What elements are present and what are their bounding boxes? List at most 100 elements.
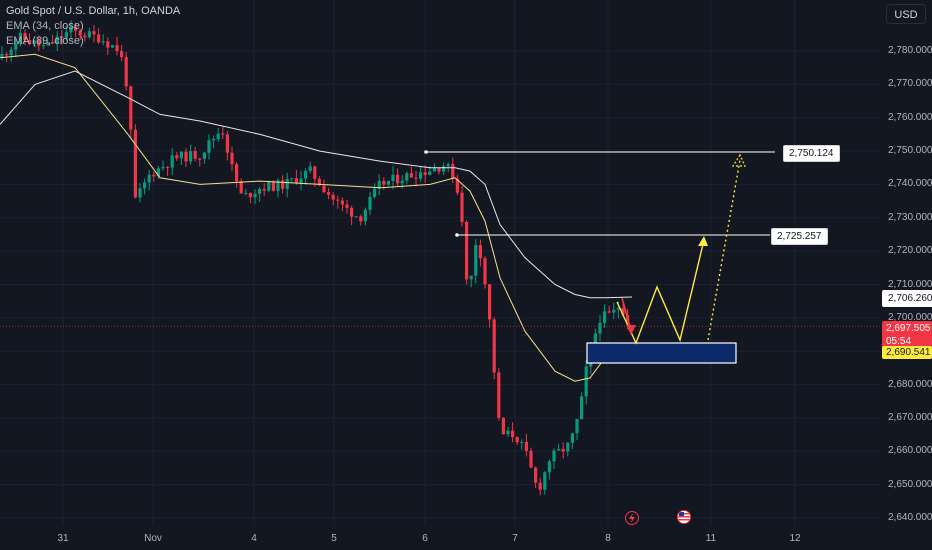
candle-body (267, 182, 271, 191)
candle-body (299, 178, 303, 184)
us-flag-icon[interactable] (677, 510, 691, 524)
candle-body (621, 308, 625, 315)
candle-body (248, 192, 252, 198)
ema89-line (0, 70, 633, 299)
candle-body (345, 204, 349, 208)
candle-body (359, 216, 363, 222)
candle-body (501, 417, 505, 435)
candle-body (124, 57, 128, 87)
price-tick-label: 2,660.000 (888, 445, 932, 457)
candle-body (253, 193, 257, 198)
time-tick-label: 7 (512, 533, 518, 544)
candle-body (497, 372, 501, 418)
candle-body (423, 172, 427, 175)
candle-body (87, 31, 91, 38)
price-tick-label: 2,640.000 (888, 512, 932, 523)
candle-body (598, 322, 602, 334)
price-axis[interactable] (880, 0, 932, 550)
candle-body (547, 461, 551, 473)
candle-body (244, 192, 248, 194)
candle-body (308, 166, 312, 171)
candle-body (74, 27, 78, 31)
candle-body (5, 54, 9, 56)
grid-lines (0, 0, 880, 525)
candle-body (373, 188, 377, 197)
level-2750-label[interactable]: 2,750.124 (783, 145, 840, 162)
candle-body (143, 182, 147, 189)
candle-body (520, 441, 524, 443)
candle-body (28, 40, 32, 45)
candle-body (18, 32, 22, 44)
candle-body (313, 166, 317, 179)
candle-body (455, 178, 459, 193)
candle-body (386, 180, 390, 185)
candle-body (193, 151, 197, 159)
candle-body (561, 449, 565, 452)
time-axis[interactable] (0, 525, 880, 550)
candle-body (110, 45, 114, 48)
candle-body (184, 151, 188, 162)
candle-body (170, 155, 174, 168)
candle-body (437, 168, 441, 172)
candle-body (97, 34, 101, 43)
time-tick-label: 11 (705, 533, 717, 544)
candle-body (46, 42, 50, 46)
candle-body (524, 441, 528, 451)
candle-body (511, 430, 515, 438)
level-2725-label[interactable]: 2,725.257 (771, 228, 828, 245)
candle-body (405, 173, 409, 181)
ema89-legend[interactable]: EMA (89, close) (6, 35, 84, 47)
price-tick-label: 2,710.000 (888, 278, 932, 290)
candle-body (474, 245, 478, 276)
level-2725-line[interactable] (455, 233, 770, 237)
candle-body (377, 180, 381, 189)
candle-body (584, 366, 588, 397)
symbol-legend[interactable]: Gold Spot / U.S. Dollar, 1h, OANDA (6, 5, 181, 17)
candle-body (271, 182, 275, 191)
price-tick-label: 2,670.000 (888, 411, 932, 423)
candle-body (9, 49, 13, 56)
red-arrowhead (626, 325, 636, 335)
level-2750-line[interactable] (424, 150, 775, 154)
candle-body (69, 27, 73, 33)
candle-body (129, 86, 133, 130)
candle-body (478, 245, 482, 259)
candle-body (138, 188, 142, 198)
projection-dotted-arrowhead (731, 153, 746, 167)
candle-body (51, 42, 55, 44)
candle-body (225, 134, 229, 153)
candle-body (212, 139, 216, 141)
candle-body (239, 181, 243, 194)
candle-body (593, 333, 597, 345)
candle-body (414, 177, 418, 179)
candle-body (409, 173, 413, 178)
candle-body (14, 43, 18, 50)
time-tick-label: 6 (422, 533, 428, 544)
candle-body (101, 41, 105, 43)
candle-body (488, 284, 492, 320)
candle-body (175, 155, 179, 159)
candle-body (483, 258, 487, 285)
candle-body (575, 419, 579, 434)
ema89-value-label: 2,706.260 (882, 290, 932, 307)
price-chart[interactable] (0, 0, 880, 525)
price-tick-label: 2,650.000 (888, 478, 932, 490)
demand-zone-box[interactable] (586, 342, 737, 364)
candle-body (428, 171, 432, 175)
candle-body (382, 180, 386, 185)
lightning-icon[interactable] (625, 511, 639, 525)
time-tick-label: Nov (144, 533, 162, 544)
candle-body (216, 133, 220, 140)
price-tick-label: 2,780.000 (888, 45, 932, 56)
candle-body (616, 308, 620, 310)
candle-body (133, 129, 137, 198)
candle-body (570, 433, 574, 443)
ema34-legend[interactable]: EMA (34, close) (6, 20, 84, 32)
candle-body (538, 482, 542, 490)
currency-button[interactable]: USD (886, 4, 926, 24)
candle-body (189, 151, 193, 162)
candle-body (354, 216, 358, 218)
candle-body (202, 152, 206, 159)
candle-body (281, 180, 285, 189)
candle-body (566, 442, 570, 452)
